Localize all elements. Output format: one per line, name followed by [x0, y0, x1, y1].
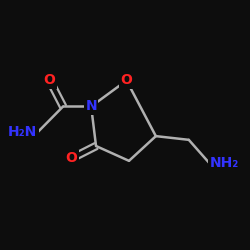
Text: N: N: [85, 100, 97, 114]
Text: O: O: [120, 74, 132, 88]
Text: O: O: [44, 74, 56, 88]
Text: O: O: [66, 151, 78, 166]
Text: NH₂: NH₂: [210, 156, 239, 170]
Text: H₂N: H₂N: [8, 126, 38, 140]
